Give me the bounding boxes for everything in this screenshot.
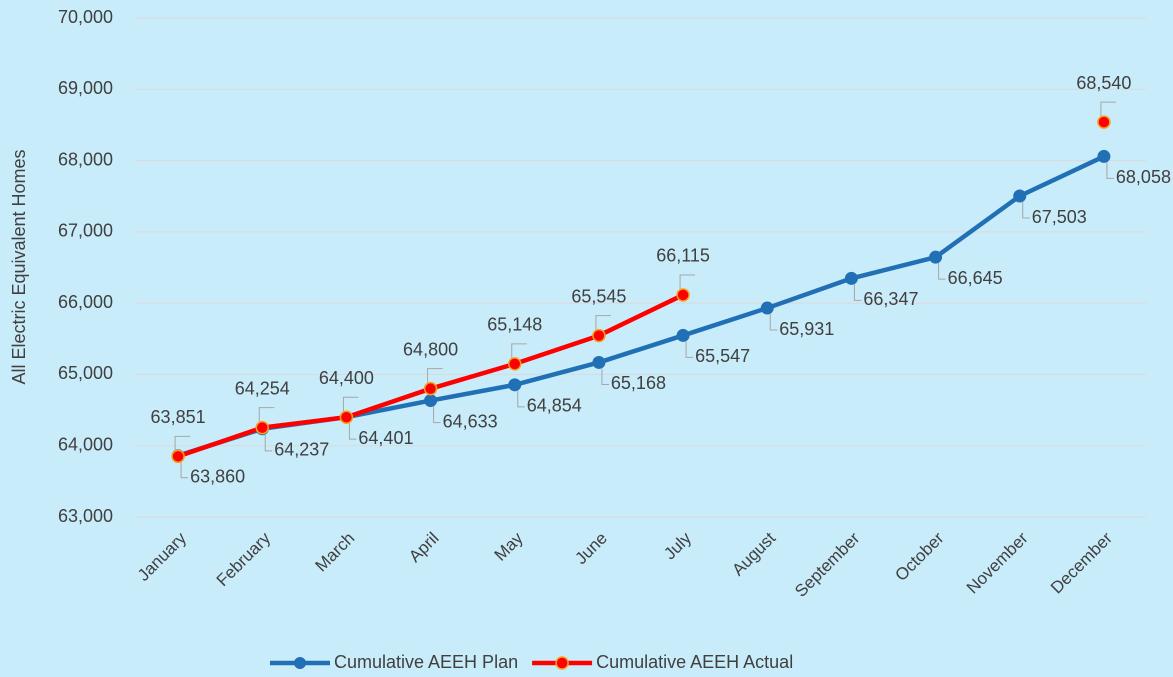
point-marker — [1097, 115, 1111, 129]
y-axis-title: All Electric Equivalent Homes — [9, 149, 29, 384]
data-label: 68,540 — [1076, 73, 1131, 93]
data-label: 65,545 — [571, 286, 626, 306]
legend-label: Cumulative AEEH Actual — [596, 652, 793, 672]
data-label: 63,851 — [151, 407, 206, 427]
x-tick-label: March — [312, 529, 359, 576]
label-leader — [595, 315, 611, 330]
x-tick-label: June — [571, 529, 611, 569]
point-marker — [339, 410, 354, 424]
legend-swatch-marker — [294, 657, 306, 669]
label-leader — [679, 274, 696, 289]
label-leader — [685, 341, 694, 358]
point-marker — [255, 420, 269, 435]
y-tick-label: 66,000 — [58, 292, 113, 312]
label-leader — [264, 434, 273, 452]
label-leader — [180, 461, 189, 479]
data-label: 64,400 — [319, 368, 374, 388]
point-marker — [171, 449, 185, 464]
data-label: 64,633 — [443, 411, 498, 431]
data-label: 65,168 — [611, 373, 666, 393]
label-leader — [427, 368, 443, 383]
y-tick-label: 65,000 — [58, 363, 113, 383]
data-label: 67,503 — [1032, 207, 1087, 227]
data-label: 66,347 — [863, 289, 918, 309]
point-marker — [424, 394, 438, 408]
x-tick-label: April — [405, 529, 442, 566]
label-leader — [601, 368, 609, 385]
y-tick-label: 67,000 — [58, 221, 113, 241]
data-label: 68,058 — [1116, 167, 1171, 187]
point-marker — [592, 355, 606, 369]
point-marker — [508, 357, 522, 371]
point-marker — [760, 301, 774, 315]
data-label: 65,148 — [487, 315, 542, 335]
point-marker — [1097, 149, 1111, 163]
y-tick-label: 70,000 — [58, 7, 113, 27]
y-tick-label: 64,000 — [58, 434, 113, 454]
x-tick-label: September — [791, 528, 863, 600]
x-tick-label: December — [1047, 528, 1116, 597]
label-leader — [348, 423, 357, 440]
x-tick-label: July — [660, 528, 695, 563]
label-leader — [258, 407, 275, 422]
label-leader — [517, 390, 525, 408]
series-line — [177, 154, 1105, 458]
legend-label: Cumulative AEEH Plan — [334, 652, 518, 672]
point-marker — [508, 378, 522, 392]
label-leader — [511, 343, 527, 358]
x-tick-label: August — [728, 528, 779, 579]
point-marker — [676, 288, 690, 302]
point-marker — [423, 381, 438, 396]
data-label: 65,931 — [779, 319, 834, 339]
label-leader — [174, 435, 191, 451]
label-leader — [1106, 162, 1114, 179]
data-label: 64,237 — [274, 440, 329, 460]
x-tick-label: January — [134, 528, 191, 585]
label-leader — [1022, 202, 1030, 219]
x-tick-label: February — [213, 528, 275, 590]
data-label: 64,854 — [527, 396, 582, 416]
data-label: 66,115 — [656, 246, 710, 266]
point-marker — [676, 328, 690, 342]
point-marker — [592, 328, 606, 343]
label-leader — [433, 406, 441, 424]
data-label: 64,800 — [403, 339, 458, 359]
point-marker — [1013, 189, 1027, 203]
point-marker — [929, 250, 943, 264]
label-leader — [938, 263, 946, 280]
data-label: 64,401 — [358, 428, 413, 448]
label-leader — [1100, 101, 1116, 117]
data-label: 65,547 — [695, 346, 750, 366]
data-label: 64,254 — [235, 378, 290, 398]
legend-swatch-marker — [555, 656, 569, 670]
point-marker — [844, 271, 858, 285]
series-line — [178, 122, 1104, 456]
y-tick-label: 68,000 — [58, 149, 113, 169]
y-tick-label: 63,000 — [58, 506, 113, 526]
label-leader — [342, 396, 359, 412]
x-tick-label: October — [891, 528, 947, 584]
label-leader — [853, 284, 862, 301]
label-leader — [769, 314, 778, 331]
data-label: 66,645 — [948, 268, 1003, 288]
data-label: 63,860 — [190, 466, 245, 486]
x-tick-label: November — [963, 528, 1032, 597]
x-tick-label: May — [491, 528, 527, 564]
y-tick-label: 69,000 — [58, 78, 113, 98]
